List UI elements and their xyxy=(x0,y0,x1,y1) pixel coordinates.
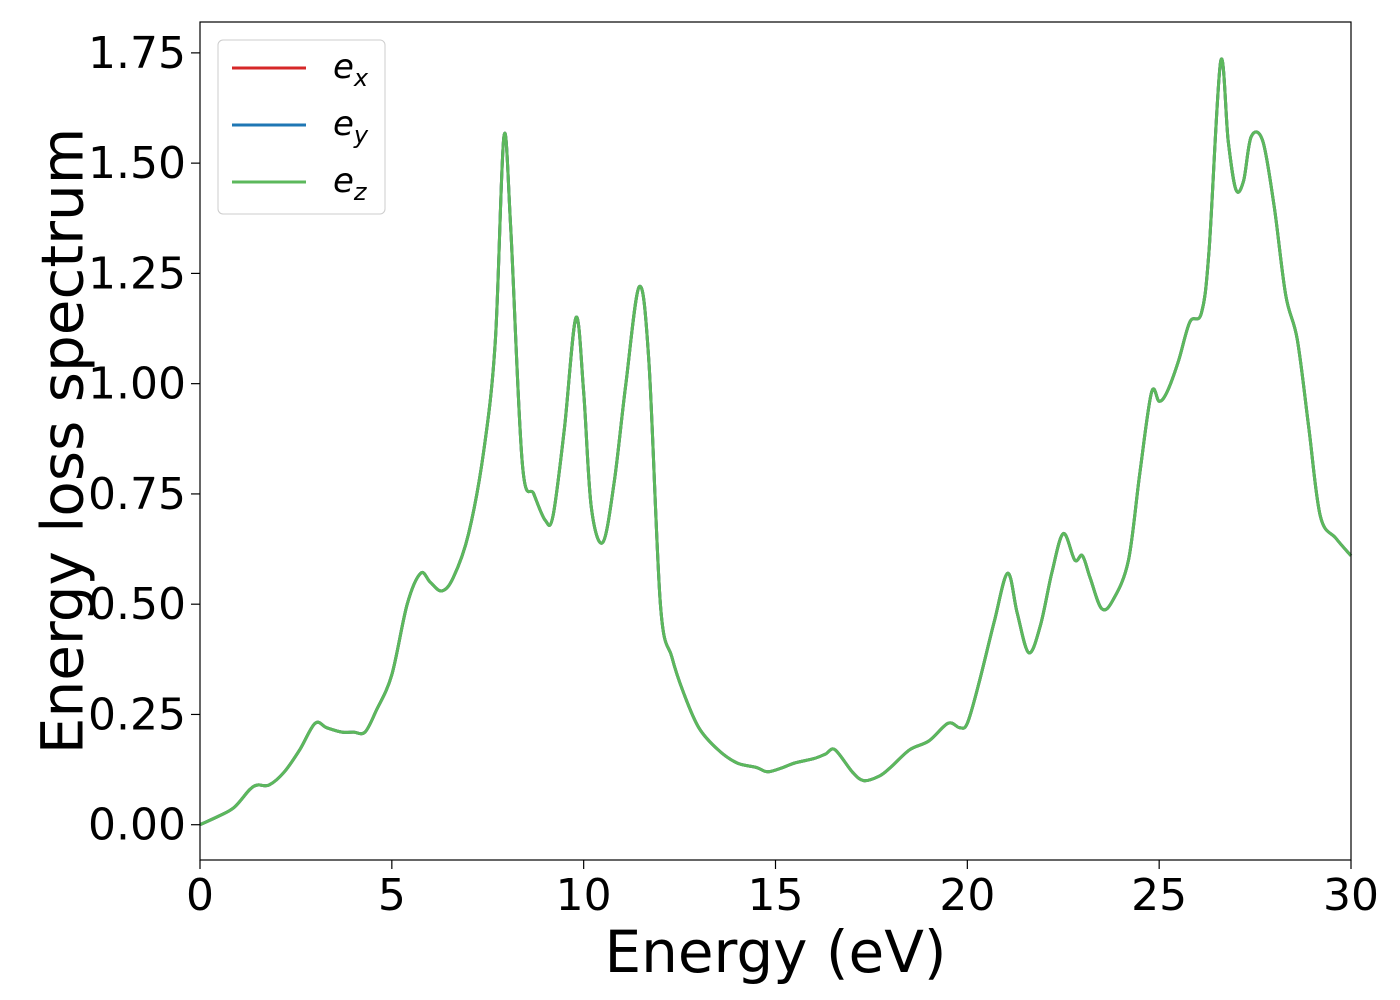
x-tick-label: 15 xyxy=(748,870,804,921)
x-axis-ticks: 0 5 10 15 20 25 30 xyxy=(186,860,1379,921)
y-tick-label: 0.00 xyxy=(88,800,186,851)
y-tick-label: 0.50 xyxy=(88,579,186,630)
y-tick-label: 1.75 xyxy=(88,28,186,79)
x-tick-label: 0 xyxy=(186,870,214,921)
y-tick-label: 0.75 xyxy=(88,469,186,520)
x-tick-label: 25 xyxy=(1131,870,1187,921)
legend: ex ey ez xyxy=(217,39,386,215)
y-tick-label: 1.00 xyxy=(88,359,186,410)
x-tick-label: 5 xyxy=(378,870,406,921)
y-tick-label: 0.25 xyxy=(88,689,186,740)
series-line-e-z xyxy=(199,57,1353,827)
y-axis-label: Energy loss spectrum xyxy=(28,128,96,754)
x-tick-label: 30 xyxy=(1323,870,1379,921)
y-axis-ticks: 0.00 0.25 0.50 0.75 1.00 1.25 1.50 1.75 xyxy=(88,28,200,851)
legend-label-e-x: ex xyxy=(333,47,369,92)
x-tick-label: 10 xyxy=(556,870,612,921)
series-layer xyxy=(199,57,1353,827)
y-tick-label: 1.50 xyxy=(88,138,186,189)
y-tick-label: 1.25 xyxy=(88,248,186,299)
x-tick-label: 20 xyxy=(939,870,995,921)
legend-label-e-z: ez xyxy=(333,161,368,206)
legend-box xyxy=(217,39,386,215)
x-axis-label: Energy (eV) xyxy=(604,918,946,986)
legend-label-e-y: ey xyxy=(333,104,369,149)
